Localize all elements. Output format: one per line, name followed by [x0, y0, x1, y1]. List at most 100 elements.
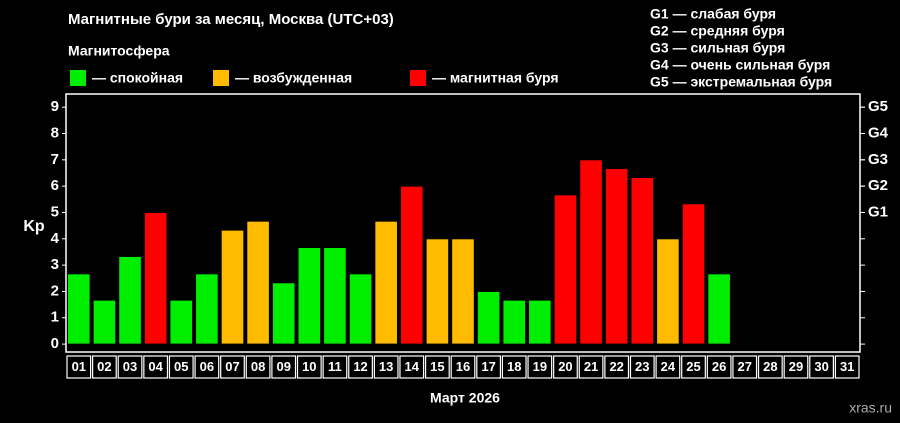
category-box [168, 355, 194, 379]
y2-tick-label: G2 [868, 177, 888, 194]
y2-tick-label: G5 [868, 98, 888, 115]
category-box [527, 355, 553, 379]
bar [169, 299, 194, 345]
x-tick-label: 15 [430, 359, 444, 374]
bar [246, 220, 270, 345]
x-tick-label: 20 [558, 359, 572, 374]
bar [323, 246, 347, 345]
bar [425, 238, 450, 345]
category-box [220, 355, 245, 379]
category-box [322, 355, 348, 379]
legend-swatch [213, 70, 229, 86]
x-tick-label: 16 [456, 359, 470, 374]
scale-note: G5 — экстремальная буря [650, 74, 832, 90]
y-tick-label: 5 [51, 203, 59, 220]
category-box [501, 355, 527, 379]
y-axis-label: Kp [23, 218, 45, 235]
bar [92, 299, 117, 345]
y-tick-label: 7 [51, 151, 59, 168]
subtitle: Магнитосфера [68, 43, 170, 59]
category-box [194, 355, 220, 379]
category-box [424, 355, 450, 379]
x-tick-label: 05 [174, 359, 188, 374]
chart-title: Магнитные бури за месяц, Москва (UTC+03) [68, 11, 394, 28]
legend-label: — спокойная [92, 70, 183, 86]
x-tick-label: 21 [584, 359, 598, 374]
category-box [757, 355, 783, 379]
bar [118, 255, 142, 345]
category-box [92, 355, 117, 379]
bar [374, 220, 398, 345]
x-tick-label: 19 [533, 359, 547, 374]
x-tick-label: 09 [276, 359, 290, 374]
x-tick-label: 12 [353, 359, 367, 374]
scale-note: G4 — очень сильная буря [650, 57, 830, 73]
bar [502, 299, 527, 345]
x-tick-label: 14 [405, 359, 420, 374]
plot-frame [65, 93, 861, 353]
bar [271, 282, 296, 345]
legend-swatch [410, 70, 426, 86]
category-box [809, 355, 834, 379]
category-box [373, 355, 399, 379]
bar [348, 273, 373, 345]
x-tick-label: 11 [328, 359, 342, 374]
bar [553, 194, 578, 345]
scale-note: G3 — сильная буря [650, 40, 785, 56]
y-tick-label: 4 [51, 230, 60, 247]
category-box [604, 355, 630, 379]
category-box [553, 355, 578, 379]
bar [476, 290, 501, 345]
y2-tick-label: G3 [868, 151, 888, 168]
bar [579, 159, 603, 345]
y-tick-label: 3 [51, 256, 59, 273]
category-box [783, 355, 809, 379]
bar [604, 168, 629, 345]
bar [67, 273, 91, 345]
x-tick-label: 27 [738, 359, 752, 374]
x-tick-label: 08 [251, 359, 265, 374]
y-tick-label: 6 [51, 177, 59, 194]
x-tick-label: 30 [814, 359, 828, 374]
x-axis-label: Март 2026 [430, 390, 500, 406]
category-box [476, 355, 502, 379]
category-box [578, 355, 604, 379]
bar [399, 185, 424, 345]
watermark: xras.ru [849, 400, 892, 416]
y-tick-label: 1 [51, 309, 59, 326]
x-tick-label: 28 [763, 359, 777, 374]
x-tick-label: 18 [507, 359, 521, 374]
bar [220, 229, 245, 345]
x-tick-label: 04 [148, 359, 163, 374]
x-tick-label: 17 [481, 359, 495, 374]
bar [195, 273, 219, 345]
y-tick-label: 9 [51, 98, 59, 115]
x-tick-label: 26 [712, 359, 726, 374]
category-box [271, 355, 297, 379]
category-box [117, 355, 143, 379]
legend-swatch [70, 70, 86, 86]
x-tick-label: 22 [609, 359, 623, 374]
y-tick-label: 8 [51, 124, 59, 141]
y2-tick-label: G4 [868, 124, 889, 141]
x-tick-label: 03 [123, 359, 137, 374]
category-box [655, 355, 681, 379]
category-box [706, 355, 732, 379]
bar [630, 176, 655, 345]
category-box [348, 355, 373, 379]
x-tick-label: 24 [661, 359, 676, 374]
category-box [296, 355, 322, 379]
x-tick-label: 23 [635, 359, 649, 374]
x-tick-label: 10 [302, 359, 316, 374]
x-tick-label: 07 [225, 359, 239, 374]
bar [143, 211, 168, 345]
bar [297, 246, 322, 345]
category-box [245, 355, 271, 379]
y2-tick-label: G1 [868, 203, 888, 220]
x-tick-label: 02 [97, 359, 111, 374]
category-box [66, 355, 92, 379]
x-tick-label: 25 [686, 359, 700, 374]
y-tick-label: 2 [51, 282, 59, 299]
category-box [399, 355, 425, 379]
